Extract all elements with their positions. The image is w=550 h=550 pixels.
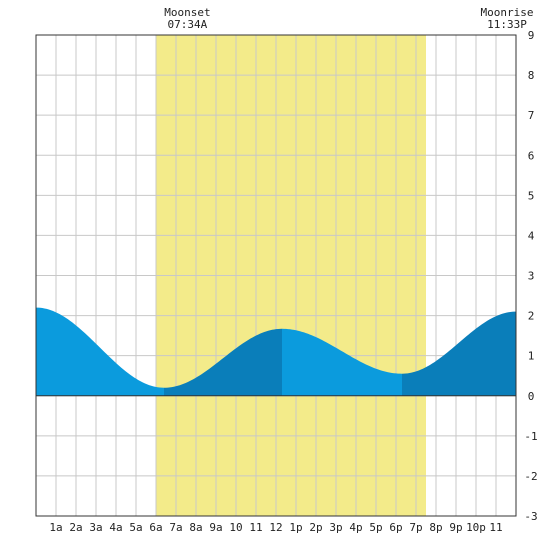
moon-event-title: Moonset (164, 6, 210, 19)
y-tick-label: -1 (524, 430, 537, 443)
y-tick-label: 3 (528, 270, 535, 283)
x-tick-label: 2p (309, 521, 322, 534)
x-tick-label: 8p (429, 521, 442, 534)
x-tick-label: 3a (89, 521, 102, 534)
x-tick-label: 2a (69, 521, 82, 534)
y-tick-label: 9 (528, 29, 535, 42)
y-tick-label: 6 (528, 149, 535, 162)
x-tick-label: 11 (249, 521, 262, 534)
x-tick-label: 1p (289, 521, 302, 534)
y-tick-label: 8 (528, 69, 535, 82)
x-tick-label: 9p (449, 521, 462, 534)
y-tick-label: 5 (528, 189, 535, 202)
x-tick-label: 7p (409, 521, 422, 534)
x-tick-label: 6p (389, 521, 402, 534)
plot-border (35, 34, 517, 517)
moon-event-time: 11:33P (487, 18, 527, 31)
x-tick-label: 7a (169, 521, 182, 534)
tide-segment-rising (164, 328, 282, 396)
tide-segment-rising (402, 311, 516, 396)
x-tick-label: 5a (129, 521, 142, 534)
x-axis-labels: 1a 2a 3a 4a 5a 6a 7a 8a 9a 10 11 12 1p 2p 3p 4p 5p 6p 7p 8p… (49, 521, 502, 534)
y-tick-label: 2 (528, 310, 535, 323)
x-tick-label: 3p (329, 521, 342, 534)
x-tick-label: 10 (229, 521, 242, 534)
x-tick-label: 6a (149, 521, 162, 534)
y-tick-label: 7 (528, 109, 535, 122)
x-tick-label: 4a (109, 521, 122, 534)
tide-segment-falling (36, 307, 164, 396)
y-tick-label: 0 (528, 390, 535, 403)
y-tick-label: -3 (524, 510, 537, 523)
y-tick-label: -2 (524, 470, 537, 483)
y-axis-labels: 9 8 7 6 5 4 3 2 1 0 -1 -2 -3 (524, 29, 537, 523)
y-tick-label: 1 (528, 350, 535, 363)
moon-event-time: 07:34A (168, 18, 208, 31)
x-tick-label: 10p (466, 521, 486, 534)
tide-segment-falling (282, 328, 402, 396)
x-tick-label: 8a (189, 521, 202, 534)
x-tick-label: 12 (269, 521, 282, 534)
x-tick-label: 11 (489, 521, 502, 534)
x-tick-label: 4p (349, 521, 362, 534)
x-tick-label: 1a (49, 521, 62, 534)
tide-area (36, 307, 516, 396)
x-tick-label: 9a (209, 521, 222, 534)
y-tick-label: 4 (528, 229, 535, 242)
moon-event-title: Moonrise (481, 6, 534, 19)
plot-frame (35, 34, 517, 517)
x-tick-label: 5p (369, 521, 382, 534)
